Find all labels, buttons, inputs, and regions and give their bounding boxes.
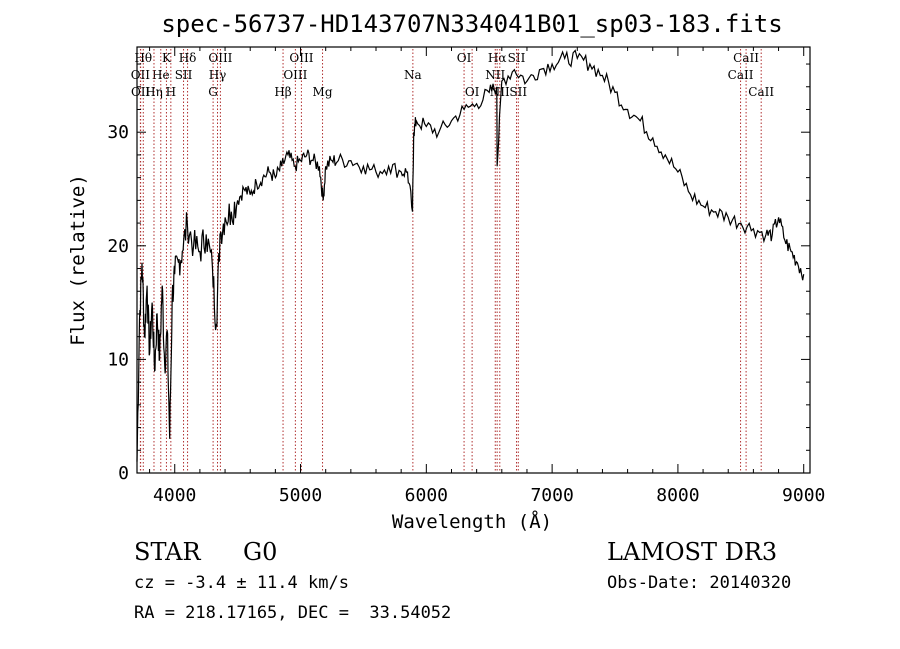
x-tick-label: 7000 (530, 485, 573, 506)
marker-label-23: SII (509, 85, 527, 99)
marker-label-5: K (162, 51, 172, 65)
marker-label-17: OI (457, 51, 472, 65)
object-class: STAR (134, 538, 201, 566)
marker-label-4: Hη (145, 85, 163, 99)
x-tick-label: 9000 (782, 485, 825, 506)
marker-label-2: OII (131, 85, 151, 99)
object-subclass: G0 (243, 538, 278, 566)
marker-label-21: NII (490, 85, 510, 99)
marker-label-13: OIII (289, 51, 313, 65)
x-tick-label: 8000 (656, 485, 699, 506)
survey-name: LAMOST DR3 (607, 538, 778, 566)
x-tick-label: 4000 (153, 485, 196, 506)
y-tick-label: 20 (107, 236, 129, 257)
velocity-readout: cz = -3.4 ± 11.4 km/s (134, 573, 349, 593)
marker-label-19: Hα (488, 51, 507, 65)
observation-date: Obs-Date: 20140320 (607, 573, 792, 593)
marker-label-7: SII (175, 68, 193, 82)
x-tick-label: 5000 (279, 485, 322, 506)
spectrum-line (136, 49, 805, 462)
axis-ticks: 4000 5000 6000 7000 8000 9000 0 10 20 30 (107, 47, 825, 506)
marker-label-25: CaII (728, 68, 754, 82)
marker-label-9: OIII (208, 51, 232, 65)
marker-label-11: G (208, 85, 218, 99)
x-tick-label: 6000 (405, 485, 448, 506)
y-tick-label: 10 (107, 349, 129, 370)
marker-label-24: CaII (733, 51, 759, 65)
y-tick-label: 0 (118, 463, 129, 484)
marker-label-26: CaII (748, 85, 774, 99)
marker-label-8: Hδ (179, 51, 197, 65)
marker-label-0: Hθ (134, 51, 152, 65)
coordinates-readout: RA = 218.17165, DEC = 33.54052 (134, 603, 452, 623)
marker-label-10: Hγ (209, 68, 227, 82)
marker-label-15: Mg (313, 85, 333, 99)
marker-label-6: H (166, 85, 176, 99)
marker-label-18: OI (465, 85, 480, 99)
y-tick-label: 30 (107, 122, 129, 143)
marker-label-12: Hβ (274, 85, 291, 99)
marker-label-3: He (152, 68, 170, 82)
marker-label-14: OIII (283, 68, 307, 82)
y-axis-label: Flux (relative) (67, 174, 89, 346)
x-axis-label: Wavelength (Å) (392, 510, 552, 533)
plot-frame (136, 46, 811, 474)
marker-label-22: SII (508, 51, 526, 65)
marker-label-20: NII (485, 68, 505, 82)
chart-title: spec-56737-HD143707N334041B01_sp03-183.f… (161, 10, 782, 38)
marker-label-16: Na (404, 68, 422, 82)
